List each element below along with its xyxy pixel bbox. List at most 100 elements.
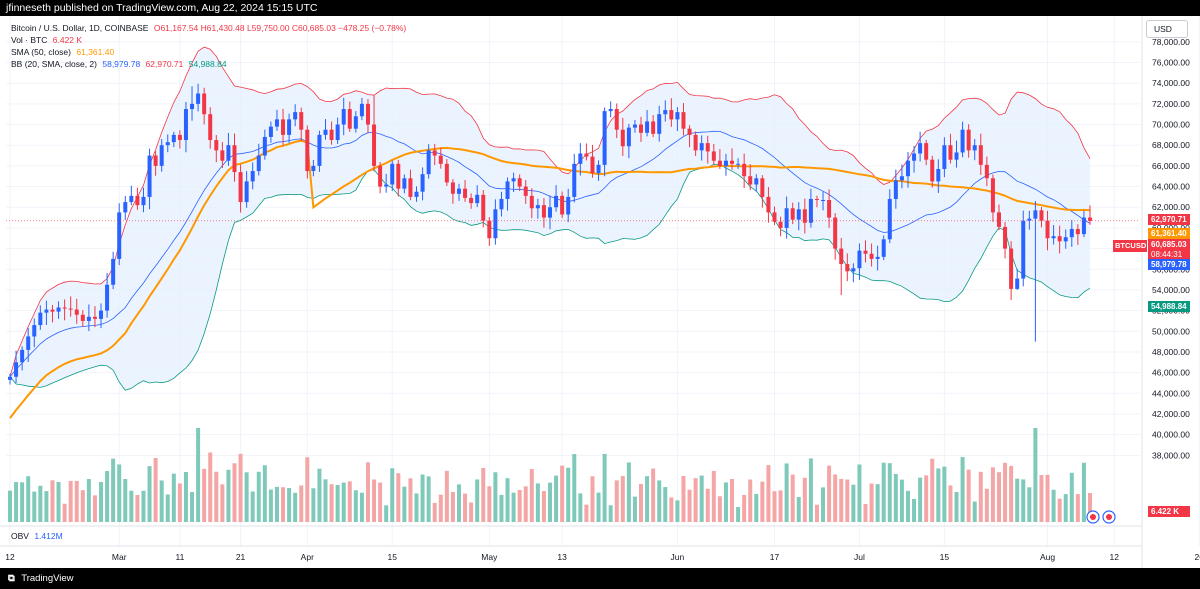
volume-bar (893, 474, 898, 522)
candle-body (50, 309, 55, 312)
candle-body (456, 188, 461, 194)
volume-bar (299, 485, 304, 522)
legend-bb[interactable]: BB (20, SMA, close, 2) 58,979.78 62,970.… (11, 59, 230, 69)
volume-bar (408, 478, 413, 522)
candle-body (651, 121, 656, 134)
candle-body (748, 176, 753, 185)
volume-bar (821, 487, 826, 522)
y-tick-label: 62,000.00 (1152, 202, 1190, 212)
candle-body (723, 160, 728, 166)
candle-body (232, 145, 237, 173)
candle-body (1081, 217, 1086, 235)
candle-body (450, 182, 455, 194)
volume-bar (1027, 487, 1032, 522)
candle-body (535, 205, 540, 209)
obv-legend[interactable]: OBV 1.412M (11, 531, 66, 541)
volume-bar (990, 467, 995, 522)
volume-bar (347, 481, 352, 522)
candle-body (554, 195, 559, 208)
candle-body (669, 110, 674, 120)
candle-body (365, 103, 370, 125)
volume-bar (481, 467, 486, 522)
candle-body (1009, 248, 1014, 289)
volume-bar (802, 477, 807, 522)
volume-bar (845, 479, 850, 522)
volume-bar (68, 480, 73, 522)
volume-bar (887, 463, 892, 522)
volume-bar (632, 496, 637, 522)
candle-body (26, 336, 31, 350)
currency-selector[interactable]: USD (1146, 20, 1188, 38)
x-tick-label: Mar (112, 552, 127, 562)
candle-body (74, 309, 79, 315)
candle-body (420, 174, 425, 192)
candle-body (899, 176, 904, 181)
candle-body (372, 124, 377, 166)
volume-bar (541, 491, 546, 522)
event-flag-dot (1106, 514, 1112, 520)
candle-body (608, 109, 613, 112)
price-chart[interactable]: 78,000.00 76,000.00 74,000.00 72,000.00 70,0… (0, 16, 1200, 568)
volume-bar (26, 476, 31, 522)
candle-body (329, 129, 334, 141)
y-tick-label: 70,000.00 (1152, 120, 1190, 130)
volume-bar (711, 470, 716, 522)
candle-body (408, 178, 413, 197)
volume-bar (730, 478, 735, 522)
candle-body (38, 312, 43, 326)
volume-bar (687, 489, 692, 522)
volume-bar (554, 475, 559, 522)
candle-body (378, 165, 383, 187)
candle-body (675, 112, 680, 120)
candle-body (730, 160, 735, 164)
candle-body (214, 140, 219, 151)
volume-bar (548, 482, 552, 522)
candle-body (80, 314, 85, 321)
volume-bar (92, 495, 97, 522)
volume-bar (432, 502, 437, 522)
volume-bar (517, 489, 522, 522)
volume-bar (905, 490, 910, 522)
volume-bar (493, 472, 498, 522)
candle-body (499, 198, 504, 210)
candle-body (596, 164, 601, 174)
candle-body (359, 103, 364, 117)
volume-bar (790, 474, 795, 522)
candle-body (487, 220, 492, 239)
volume-bar (372, 479, 377, 522)
candle-body (893, 180, 898, 199)
volume-bar (748, 479, 753, 522)
y-tick-label: 44,000.00 (1152, 388, 1190, 398)
volume-bar (159, 480, 164, 522)
volume-bar (287, 488, 292, 522)
legend-sma-label: SMA (50, close) (11, 47, 71, 57)
volume-bar (681, 476, 686, 522)
volume-bar (62, 503, 67, 522)
candle-body (86, 316, 91, 321)
candle-body (778, 221, 783, 228)
bollinger-upper-line (9, 46, 1091, 377)
candle-body (566, 196, 571, 215)
legend-volume[interactable]: Vol · BTC 6.422 K (11, 35, 85, 45)
candle-body (766, 196, 771, 213)
volume-bar (675, 500, 680, 522)
volume-bar (220, 484, 225, 522)
candle-body (505, 181, 510, 199)
volume-bar (281, 487, 286, 522)
volume-bar (74, 480, 79, 522)
candle-body (317, 134, 322, 166)
volume-bar (1045, 474, 1050, 522)
volume-bar (626, 462, 631, 522)
volume-bar (918, 477, 923, 522)
candle-body (305, 129, 310, 172)
legend-sma-value: 61,361.40 (76, 47, 115, 57)
legend-sma[interactable]: SMA (50, close) 61,361.40 (11, 47, 117, 57)
candle-body (426, 150, 431, 175)
volume-bar (353, 490, 358, 522)
volume-bar (80, 490, 85, 522)
y-tick-label: 48,000.00 (1152, 347, 1190, 357)
volume-bar (978, 471, 983, 522)
candle-body (135, 195, 140, 206)
candle-body (796, 209, 801, 220)
volume-bar (378, 482, 383, 522)
